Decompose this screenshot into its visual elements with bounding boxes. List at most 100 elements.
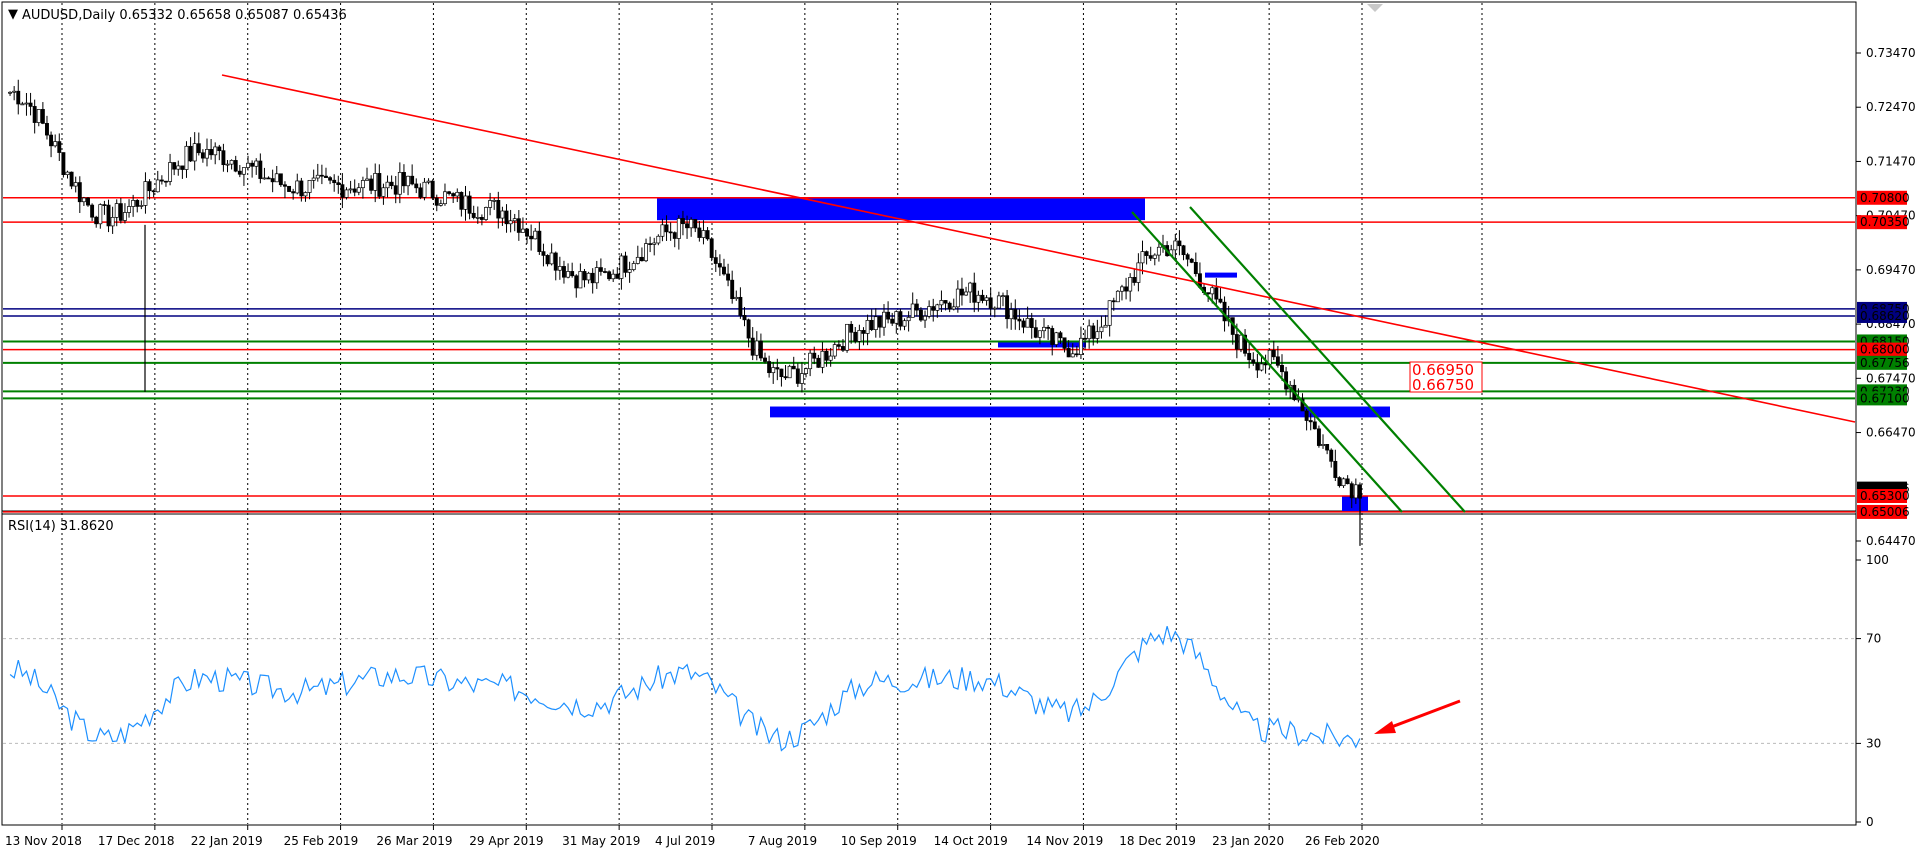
candle-body (935, 304, 940, 311)
candle-body (1033, 327, 1038, 338)
candle-body (783, 376, 788, 379)
date-tick-label: 25 Feb 2019 (284, 834, 359, 848)
zone-label-bottom: 0.66750 (1412, 376, 1474, 394)
candle-body (209, 149, 214, 156)
chart-shift-marker[interactable] (1367, 4, 1383, 12)
candle-body (931, 306, 936, 311)
candle-body (635, 256, 640, 264)
candle-body (767, 361, 772, 374)
candle-body (754, 340, 759, 356)
small-zone[interactable] (998, 341, 1086, 348)
candle-body (438, 203, 443, 206)
candle-body (623, 255, 628, 273)
candle-body (266, 177, 271, 180)
candle-body (270, 178, 275, 183)
price-label-text: 0.68620 (1860, 309, 1910, 323)
channel-lower-line[interactable] (1131, 211, 1403, 513)
small-zone[interactable] (1205, 272, 1237, 278)
price-label-text: 0.70800 (1860, 191, 1910, 205)
candle-body (196, 143, 201, 154)
candle-body (578, 271, 583, 289)
rsi-line (9, 626, 1361, 752)
candles (8, 79, 1362, 546)
candle-body (1193, 262, 1198, 275)
candle-body (520, 228, 525, 233)
zone-label-box (1409, 361, 1483, 393)
candle-body (779, 368, 784, 378)
chart-menu-icon[interactable]: ▼ (8, 7, 18, 22)
rsi-indicator (9, 626, 1361, 752)
candle-body (631, 263, 636, 270)
candle-body (1325, 444, 1330, 451)
candle-body (947, 302, 952, 310)
price-tick-label: 0.69470 (1866, 263, 1916, 277)
candle-body (1091, 325, 1096, 339)
candle-body (311, 177, 316, 181)
candle-body (389, 181, 394, 187)
candle-body (1136, 262, 1141, 283)
trend-lines[interactable] (221, 74, 1856, 513)
candle-body (886, 311, 891, 320)
candle-body (492, 199, 497, 202)
candle-body (676, 218, 681, 239)
candle-body (672, 232, 677, 239)
candle-body (857, 330, 862, 342)
candle-body (738, 296, 743, 316)
candle-body (906, 316, 911, 322)
candle-body (28, 102, 33, 107)
price-tick-label: 0.72470 (1866, 100, 1916, 114)
date-tick-label: 23 Jan 2020 (1212, 834, 1284, 848)
small-zone[interactable] (1342, 495, 1368, 512)
candle-body (463, 195, 468, 210)
candle-body (1239, 334, 1243, 350)
candle-body (200, 152, 205, 159)
candle-body (385, 181, 390, 189)
candle-body (1124, 286, 1129, 292)
price-zones[interactable] (657, 197, 1390, 512)
candle-body (557, 266, 562, 271)
candle-body (1255, 362, 1260, 371)
candle-body (1247, 352, 1252, 361)
candle-body (890, 318, 895, 324)
candle-body (611, 273, 616, 280)
candle-body (459, 191, 464, 210)
candle-body (340, 184, 345, 198)
rsi-tick-label: 100 (1866, 553, 1889, 567)
candle-body (213, 146, 218, 156)
candle-body (927, 306, 932, 317)
candle-body (910, 303, 915, 318)
candle-body (1005, 295, 1010, 320)
candle-body (882, 311, 886, 328)
candle-body (705, 230, 710, 240)
candle-body (619, 255, 624, 279)
resistance-zone[interactable] (657, 197, 1145, 221)
candle-body (1337, 477, 1342, 487)
candle-body (57, 141, 62, 153)
descending-trendline[interactable] (221, 74, 1856, 423)
candle-body (1181, 245, 1186, 256)
support-zone[interactable] (770, 406, 1390, 418)
candle-body (36, 109, 41, 123)
candle-body (283, 184, 287, 187)
candle-body (1107, 300, 1112, 326)
candle-body (845, 323, 850, 351)
candle-body (685, 223, 690, 229)
channel-upper-line[interactable] (1189, 206, 1466, 513)
candle-body (131, 200, 136, 207)
candle-body (217, 146, 222, 152)
candle-body (237, 170, 242, 175)
candle-body (1251, 359, 1256, 364)
candle-body (324, 175, 328, 178)
candle-body (1120, 286, 1124, 292)
candle-body (923, 315, 927, 321)
candle-body (488, 200, 493, 208)
red-arrow-annotation[interactable] (1374, 699, 1461, 734)
candle-body (332, 179, 337, 184)
candle-body (287, 185, 292, 192)
price-label-text: 0.65300 (1860, 489, 1910, 503)
candle-body (849, 323, 854, 333)
candle-body (1009, 309, 1014, 320)
candle-body (861, 330, 866, 334)
candle-body (1148, 255, 1153, 259)
